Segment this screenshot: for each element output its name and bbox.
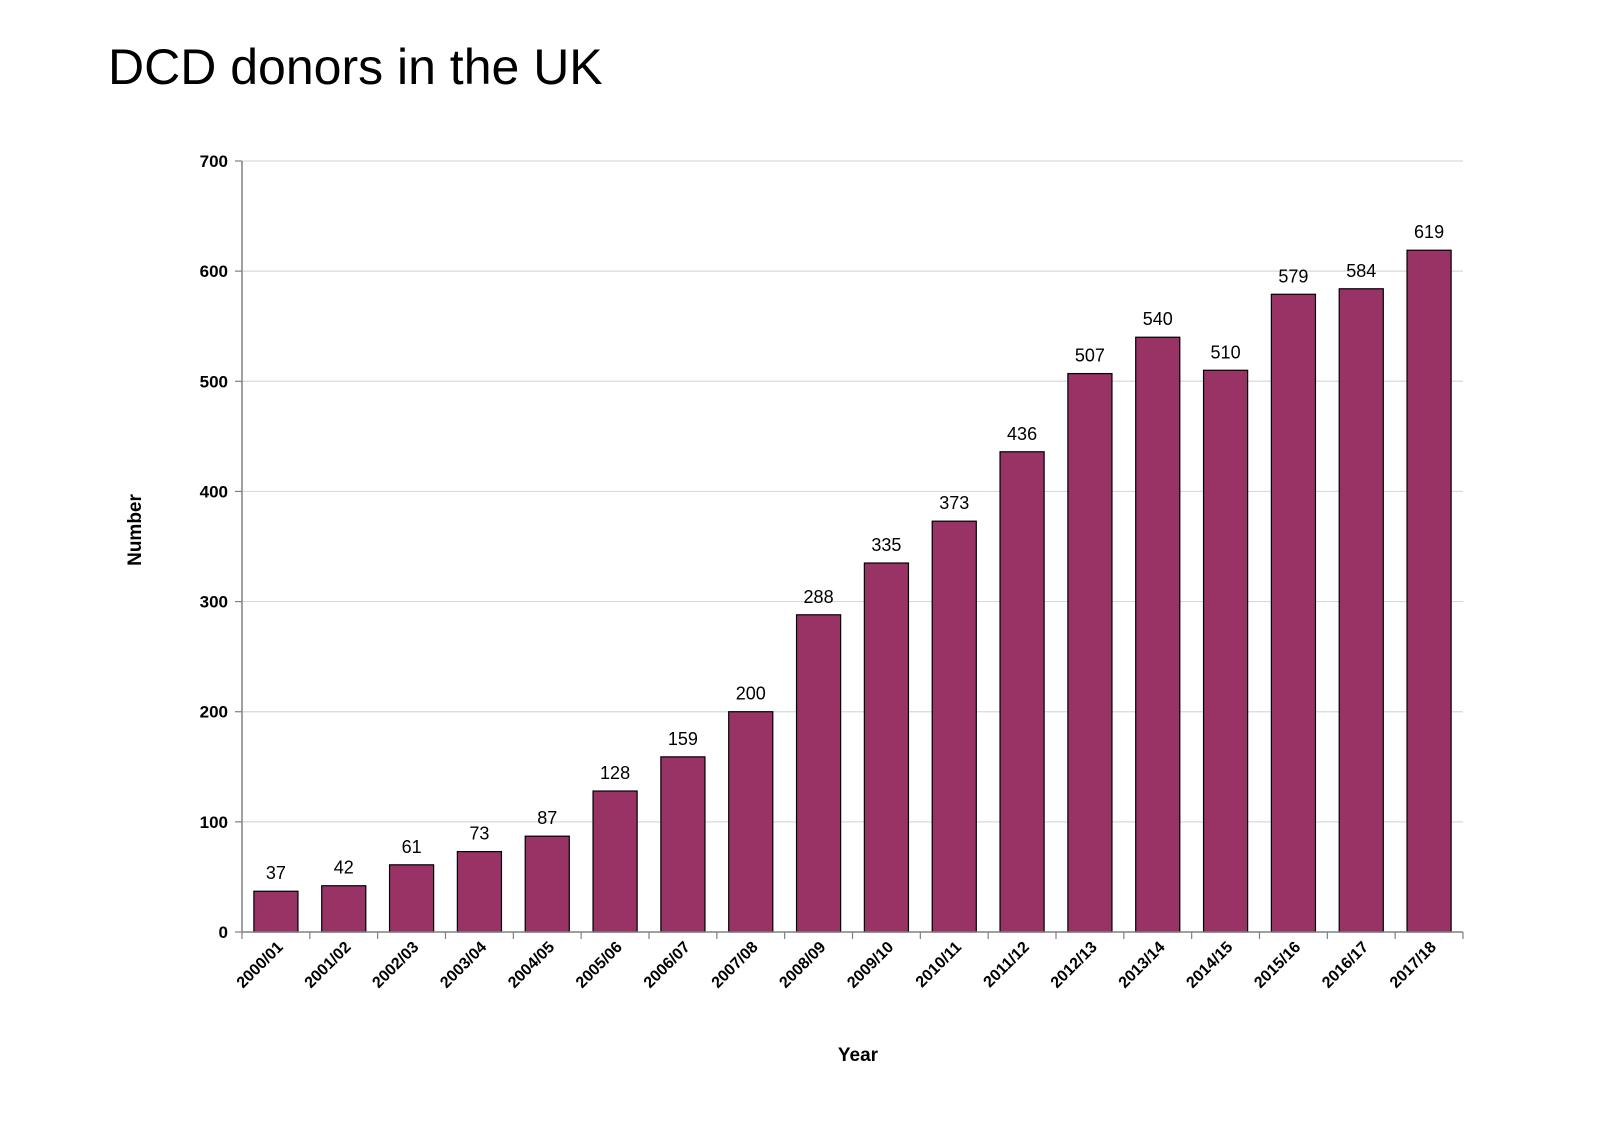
bar-2007-08 — [728, 711, 774, 933]
x-tick-label: 2005/06 — [573, 939, 626, 992]
x-tick-label: 2015/16 — [1251, 939, 1304, 992]
bar-2006-07 — [660, 756, 706, 933]
data-label: 87 — [537, 808, 557, 828]
bar-2009-10 — [863, 562, 910, 933]
data-label: 37 — [266, 863, 286, 883]
x-tick-labels: 2000/01 2001/02 2002/03 2003/04 2004/05 2005/… — [234, 939, 1440, 992]
data-labels: 37 42 61 73 87 128 159 200 288 335 373 436 507 540 510… — [266, 222, 1444, 883]
bar-2005-06 — [592, 790, 638, 933]
x-tick-label: 2014/15 — [1183, 939, 1236, 992]
x-tick-label: 2012/13 — [1048, 939, 1101, 992]
bar-2014-15 — [1202, 369, 1249, 933]
x-tick-label: 2007/08 — [709, 939, 762, 992]
bar-2015-16 — [1270, 293, 1317, 933]
data-label: 159 — [668, 729, 698, 749]
data-label: 373 — [939, 493, 969, 513]
data-label: 584 — [1346, 261, 1376, 281]
y-tick-label: 200 — [200, 703, 228, 722]
data-label: 61 — [402, 837, 422, 857]
data-label: 42 — [334, 858, 354, 878]
bar-2017-18 — [1406, 249, 1452, 933]
data-label: 619 — [1414, 222, 1444, 242]
bar-2013-14 — [1135, 336, 1181, 933]
y-axis-title: Number — [125, 494, 146, 566]
y-tick-label: 700 — [200, 152, 228, 171]
x-tick-label: 2009/10 — [844, 939, 897, 992]
data-label: 73 — [469, 824, 489, 844]
y-tick-label: 100 — [200, 813, 228, 832]
x-axis-title: Year — [838, 1045, 879, 1066]
x-tick-label: 2002/03 — [369, 939, 422, 992]
x-tick-label: 2003/04 — [437, 939, 490, 992]
data-label: 436 — [1007, 424, 1037, 444]
x-tick-label: 2013/14 — [1116, 939, 1169, 992]
y-tick-label: 400 — [200, 482, 228, 501]
x-tick-label: 2011/12 — [981, 939, 1033, 991]
bar-2001-02 — [321, 885, 367, 933]
bar-2002-03 — [388, 864, 435, 933]
data-label: 540 — [1143, 309, 1173, 329]
y-tick-labels: 0 100 200 300 400 500 600 700 — [200, 152, 228, 942]
bar-2012-13 — [1067, 372, 1113, 933]
data-label: 507 — [1075, 346, 1105, 366]
bar-2004-05 — [524, 835, 570, 933]
x-tick-label: 2017/18 — [1387, 939, 1440, 992]
data-label: 200 — [736, 684, 766, 704]
bar-2010-11 — [931, 520, 977, 933]
data-label: 288 — [804, 587, 834, 607]
gridlines — [242, 160, 1463, 823]
x-tick-label: 2006/07 — [641, 939, 694, 992]
bars — [253, 249, 1452, 933]
data-label: 128 — [600, 763, 630, 783]
data-label: 335 — [871, 535, 901, 555]
y-tick-label: 300 — [200, 593, 228, 612]
bar-2016-17 — [1338, 288, 1384, 933]
bar-2000-01 — [253, 890, 299, 933]
x-tick-label: 2010/11 — [913, 939, 965, 991]
page-title: DCD donors in the UK — [108, 39, 603, 95]
y-tick-label: 500 — [200, 372, 228, 391]
data-label: 510 — [1211, 342, 1241, 362]
y-tick-label: 0 — [219, 923, 228, 942]
x-tick-label: 2008/09 — [776, 939, 829, 992]
bar-2008-09 — [795, 614, 842, 933]
x-tick-label: 2001/02 — [302, 939, 355, 992]
y-tick-label: 600 — [200, 262, 228, 281]
x-tick-label: 2004/05 — [505, 939, 558, 992]
x-tick-label: 2016/17 — [1319, 939, 1372, 992]
x-tick-label: 2000/01 — [234, 939, 287, 992]
axes — [235, 160, 1464, 939]
data-label: 579 — [1278, 266, 1308, 286]
bar-2003-04 — [456, 850, 503, 933]
bar-2011-12 — [999, 451, 1045, 933]
